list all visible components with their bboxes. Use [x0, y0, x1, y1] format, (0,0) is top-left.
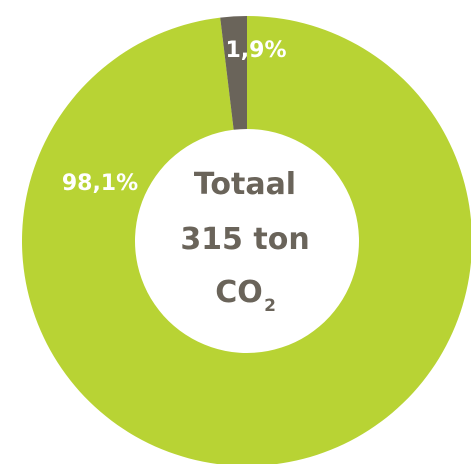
center-unit: CO [215, 275, 263, 310]
donut-slice-0 [22, 16, 471, 464]
slice-label-1: 1,9% [225, 38, 286, 63]
center-title: Totaal [194, 167, 296, 202]
donut-slice-1 [220, 16, 247, 130]
slice-label-0: 98,1% [62, 171, 138, 196]
center-total: 315 ton [180, 222, 309, 257]
center-text-group: Totaal 315 ton CO 2 [180, 167, 309, 316]
center-unit-subscript: 2 [264, 296, 276, 316]
slices-group [22, 16, 471, 464]
slice-labels-group: 98,1% 1,9% [62, 38, 287, 196]
